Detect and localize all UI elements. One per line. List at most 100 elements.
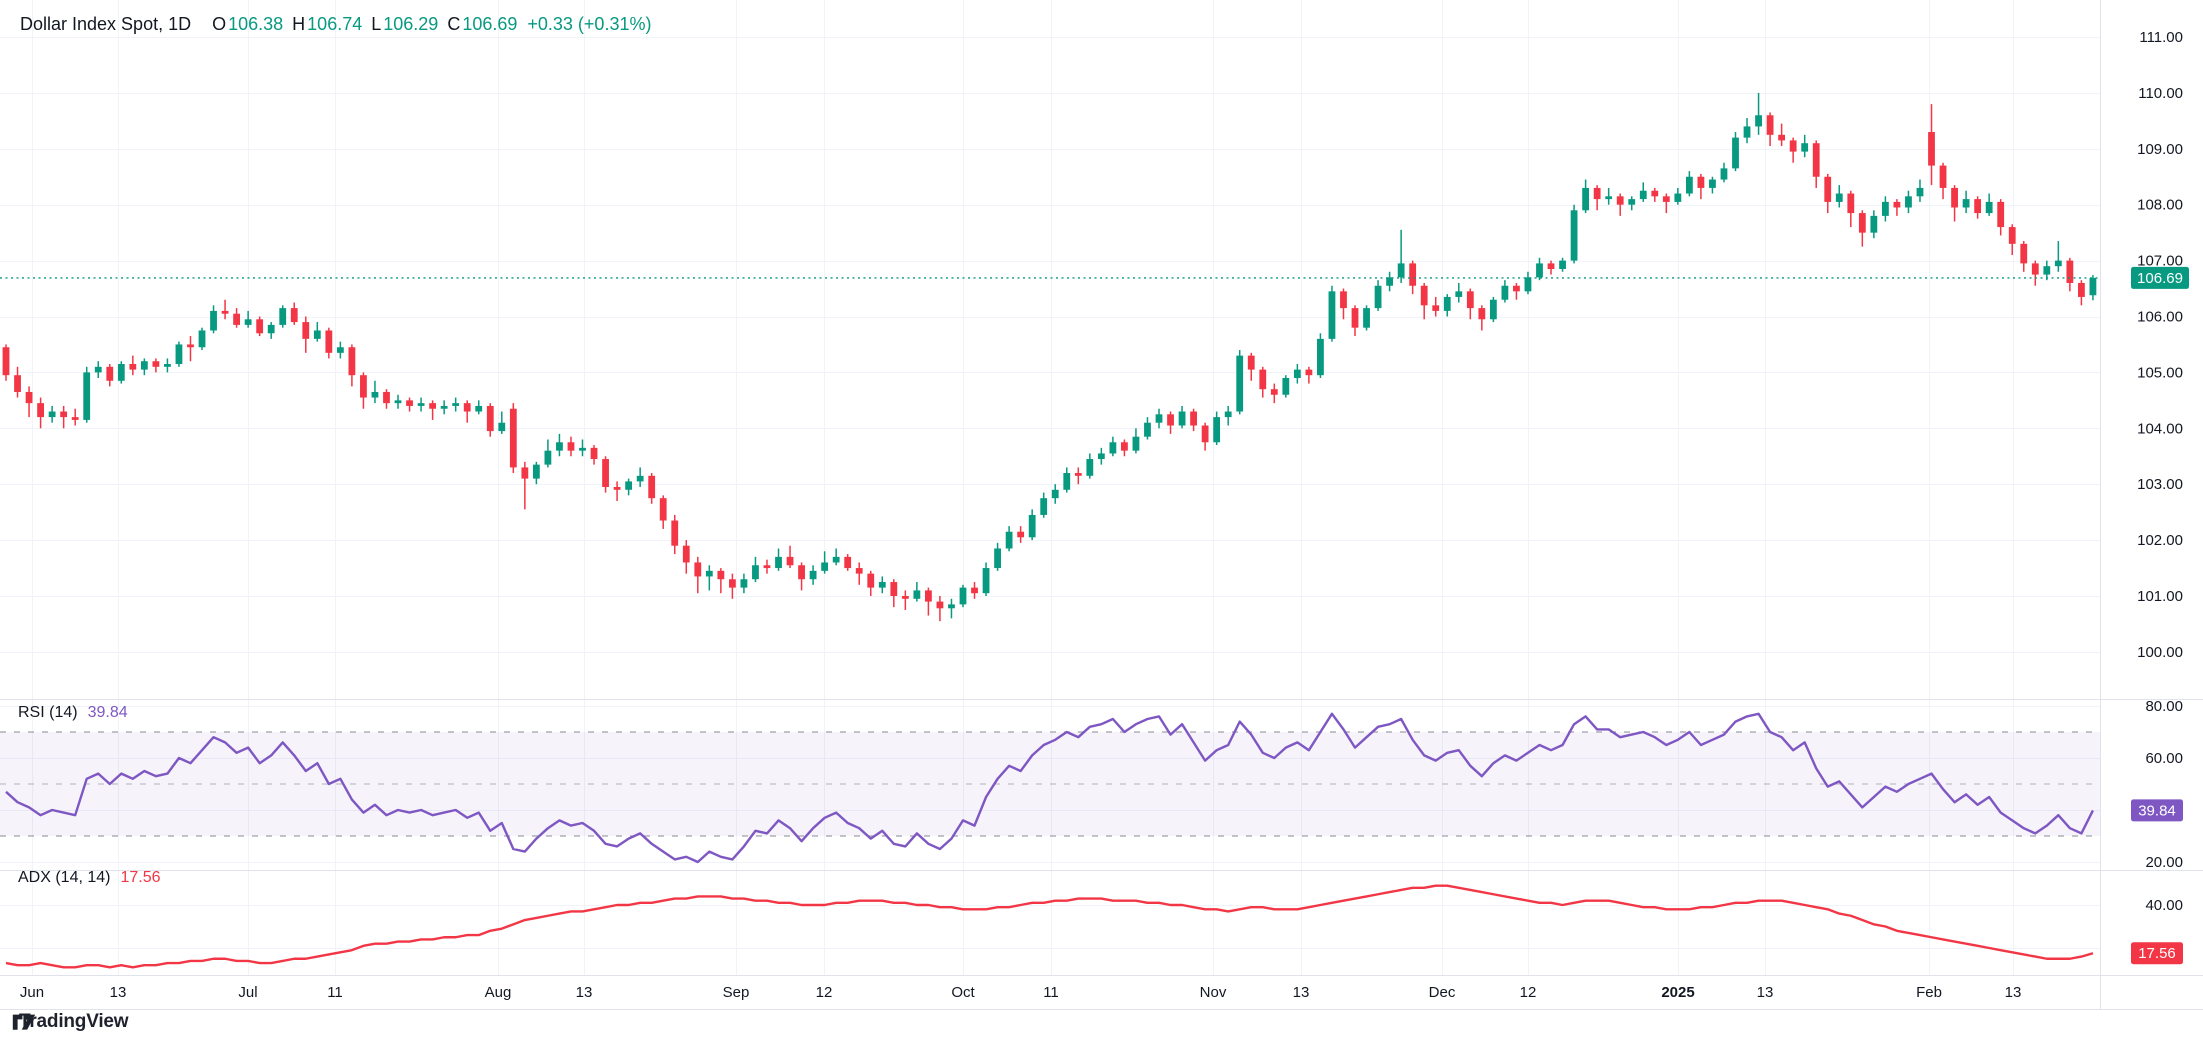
candle-body [971,587,978,594]
adx-legend[interactable]: ADX (14, 14) 17.56 [18,869,161,887]
candle-body [544,450,552,465]
candle-body [959,587,967,605]
candle-body [832,556,840,563]
candle-body [1951,187,1958,208]
price-tick-label: 105.00 [2137,364,2183,381]
candle-body [1755,115,1762,127]
candle-body [371,391,379,398]
candle-body [394,400,402,404]
candle-body [521,467,529,479]
candle-body [1628,199,1636,205]
candle-body [1086,459,1094,476]
candle-body [1328,291,1336,339]
candle-body [1097,453,1105,460]
rsi-value-badge: 39.84 [2131,799,2183,822]
candle-body [2089,277,2097,296]
candle-body [1144,422,1151,437]
price-tick-label: 107.00 [2137,253,2183,270]
candle-body [1305,369,1313,376]
candle-body [486,405,494,432]
candle-body [1778,134,1786,141]
candle-body [1974,199,1982,214]
candle-body [648,475,656,499]
candle-body [878,582,886,588]
candlestick-series[interactable] [2,92,2097,622]
candle-body [590,447,598,460]
rsi-line [5,712,2095,864]
candle-body [2043,266,2051,275]
time-tick-label: Nov [1200,984,1227,1001]
candle-body [1743,126,1751,138]
last-price-badge-box [2131,266,2189,289]
symbol-title[interactable]: Dollar Index Spot, 1D [20,14,192,34]
rsi-legend-name[interactable]: RSI (14) [18,704,78,721]
candle-body [1386,277,1393,286]
candle-body [1132,436,1140,451]
adx-pane [5,884,2094,969]
candle-body [613,486,621,490]
candle-body [1536,263,1543,278]
rsi-legend[interactable]: RSI (14) 39.84 [18,704,128,722]
candle-body [1489,299,1497,320]
candle-body [1293,369,1301,378]
change-value: +0.33 (+0.31%) [527,14,652,34]
candle-body [1697,176,1705,188]
last-price-badge-text: 106.69 [2137,270,2183,287]
adx-line [5,884,2094,969]
time-tick-label: Aug [485,984,512,1001]
adx-legend-name[interactable]: ADX (14, 14) [18,869,111,886]
candle-body [936,601,944,609]
candle-body [1662,196,1670,202]
candle-body [1766,115,1774,135]
candle-body [1051,489,1059,499]
candle-body [786,556,794,566]
candle-body [556,442,563,451]
candle-body [728,579,736,588]
time-tick-label: Jun [20,984,44,1001]
price-tick-label: 104.00 [2137,420,2183,437]
time-tick-label: Oct [951,984,975,1001]
candle-body [579,447,586,451]
time-tick-label: 11 [1043,984,1059,1001]
candle-body [1893,201,1901,208]
last-price-badge: 106.69 [2131,266,2189,289]
high-label: H [292,14,306,34]
price-tick-label: 101.00 [2137,588,2183,605]
candle-body [1478,308,1486,320]
time-tick-label: 12 [816,984,833,1001]
candle-body [1432,305,1440,311]
candle-body [694,562,702,577]
candle-body [1201,425,1209,443]
low-value: 106.29 [383,14,439,34]
candle-body [1605,196,1613,200]
candle-body [290,308,298,323]
candle-body [671,520,679,546]
candle-body [336,347,344,353]
candle-body [1962,199,1970,208]
candle-body [71,417,79,420]
candle-body [2078,282,2085,297]
time-scale[interactable]: Jun 13 Jul 11 Aug 13 Sep 12 Oct 11 Nov 13 Dec 12 2025 1… [20,984,2021,1001]
candle-body [83,372,91,420]
candle-body [1397,263,1405,278]
candle-body [1028,514,1036,538]
candle-body [2008,227,2016,244]
candle-body [1985,201,1993,214]
candle-body [1835,193,1843,202]
candle-body [1824,176,1832,202]
symbol-legend[interactable]: Dollar Index Spot, 1D O 106.38 H 106.74 L 106.… [20,14,651,35]
candle-body [129,364,137,370]
candle-body [1513,285,1520,292]
tradingview-logo[interactable]: TradingView [12,1011,129,1033]
time-tick-label: Dec [1429,984,1456,1001]
candle-body [1351,308,1359,328]
candle-body [302,322,310,339]
candle-body [913,590,921,599]
adx-tick-label: 40.00 [2145,897,2183,914]
rsi-pane [0,712,2100,864]
candle-body [1224,411,1232,418]
candle-body [164,364,171,367]
candle-body [1559,260,1566,269]
candle-body [1455,291,1463,297]
